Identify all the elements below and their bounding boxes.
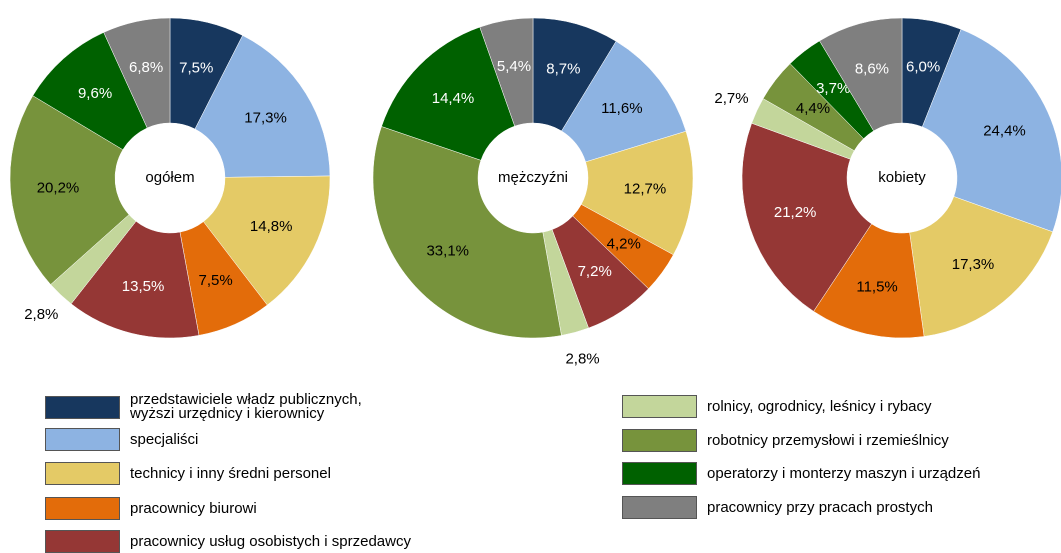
value-label: 2,8% [24,306,58,323]
slice [203,175,331,306]
value-label: 3,7% [816,80,850,97]
value-label: 33,1% [426,242,469,259]
value-label: 4,4% [796,100,830,117]
value-label: 6,0% [906,58,940,75]
slice [741,122,872,312]
value-label: 17,3% [244,110,287,127]
value-label: 21,2% [774,204,817,221]
legend-item: specjaliści [45,428,198,451]
legend-label: pracownicy przy pracach prostych [707,498,933,516]
value-label: 20,2% [37,180,80,197]
value-label: 14,8% [250,218,293,235]
value-label: 7,5% [199,272,233,289]
value-label: 2,7% [714,90,748,107]
legend-label: specjaliści [130,430,199,448]
value-label: 17,3% [952,256,995,273]
value-label: 5,4% [497,58,531,75]
value-label: 8,7% [546,61,580,78]
value-label: 13,5% [122,278,165,295]
legend-swatch [45,428,120,451]
value-label: 24,4% [983,123,1026,140]
legend-item: pracownicy biurowi [45,497,257,520]
legend-swatch [45,395,120,419]
legend-label: robotnicy przemysłowi i rzemieślnicy [707,431,949,449]
legend-label: przedstawiciele władz publicznych, wyższ… [130,391,362,422]
legend-label: operatorzy i monterzy maszyn i urządzeń [707,464,981,482]
slice [372,126,562,339]
slice [921,28,1061,233]
slice [70,220,200,339]
legend-swatch [45,462,120,485]
legend-label: pracownicy usług osobistych i sprzedawcy [130,532,411,550]
center-label: ogółem [145,169,194,186]
value-label: 12,7% [624,180,667,197]
slice [561,40,687,163]
legend-item: technicy i inny średni personel [45,462,331,485]
slice [819,17,903,132]
slice [479,17,534,127]
slice [909,196,1053,337]
legend-label: technicy i inny średni personel [130,464,331,482]
legend-swatch [45,530,120,553]
legend-swatch [622,395,697,418]
charts: 7,5% 17,3% 14,8% 7,5% 13,5% 2,8% 20,2% 9,6% 6,8%… [9,17,1061,367]
slice [103,17,171,129]
value-label: 4,2% [607,235,641,252]
value-label: 14,4% [432,90,475,107]
legend-swatch [45,497,120,520]
center-label: kobiety [878,169,926,186]
slice [381,26,516,161]
value-label: 6,8% [129,59,163,76]
slice [9,95,130,285]
value-label: 11,6% [601,100,642,117]
value-label: 2,8% [565,350,599,367]
legend-item: przedstawiciele władz publicznych, wyższ… [45,391,362,422]
legend-item: operatorzy i monterzy maszyn i urządzeń [622,462,980,485]
legend-label: pracownicy biurowi [130,499,257,517]
legend-swatch [622,429,697,452]
legend-item: pracownicy usług osobistych i sprzedawcy [45,530,411,553]
value-label: 7,2% [578,263,612,280]
value-label: 11,5% [856,279,897,296]
legend-item: robotnicy przemysłowi i rzemieślnicy [622,429,949,452]
value-label: 7,5% [179,60,213,77]
center-label: mężczyźni [498,169,568,186]
slice [194,35,331,178]
legend-swatch [622,496,697,519]
legend-swatch [622,462,697,485]
legend-item: pracownicy przy pracach prostych [622,496,933,519]
value-label: 8,6% [855,61,889,78]
legend-item: rolnicy, ogrodnicy, leśnicy i rybacy [622,395,932,418]
slice [580,130,694,256]
legend-label: rolnicy, ogrodnicy, leśnicy i rybacy [707,397,932,415]
value-label: 9,6% [78,85,112,102]
